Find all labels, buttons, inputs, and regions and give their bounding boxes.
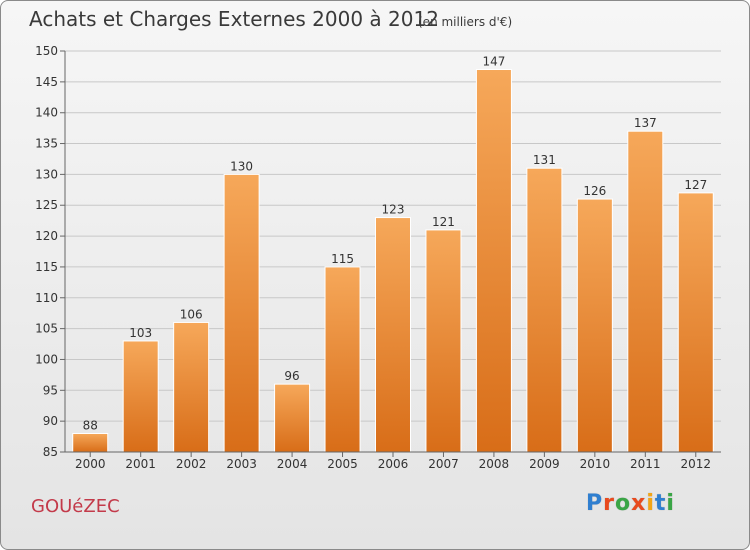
data-label: 147 — [482, 55, 505, 69]
bar — [72, 432, 109, 453]
labels: 85 90 95 100 105 110 115 120 125 130 135 140 145 150 8… — [35, 44, 711, 471]
bar — [223, 173, 260, 453]
x-tick-label: 2000 — [75, 457, 106, 471]
bar — [274, 383, 311, 453]
brand-letter: t — [654, 491, 667, 516]
data-label: 103 — [129, 326, 152, 340]
x-tick-label: 2006 — [378, 457, 409, 471]
x-tick-label: 2001 — [125, 457, 156, 471]
x-tick-label: 2002 — [176, 457, 207, 471]
bars — [72, 69, 714, 453]
x-tick-label: 2008 — [479, 457, 510, 471]
data-label: 121 — [432, 215, 455, 229]
data-label: 126 — [583, 184, 606, 198]
data-label: 127 — [684, 178, 707, 192]
brand-letter: i — [666, 491, 675, 516]
x-tick-label: 2010 — [580, 457, 611, 471]
brand-letter: r — [603, 491, 615, 516]
brand-letter: P — [586, 491, 604, 516]
brand-letter: x — [631, 491, 647, 516]
y-tick-label: 105 — [35, 322, 58, 336]
brand-letter: o — [614, 491, 632, 516]
bar — [677, 192, 714, 453]
y-tick-label: 145 — [35, 75, 58, 89]
brand-letter: i — [646, 491, 655, 516]
x-tick-label: 2005 — [327, 457, 358, 471]
x-tick-label: 2003 — [226, 457, 257, 471]
x-tick-label: 2012 — [680, 457, 711, 471]
chart-title: Achats et Charges Externes 2000 à 2012 — [29, 7, 439, 31]
chart-subtitle: (en milliers d'€) — [418, 15, 513, 29]
data-label: 115 — [331, 252, 354, 266]
data-label: 106 — [180, 307, 203, 321]
y-tick-label: 135 — [35, 137, 58, 151]
bar — [526, 167, 563, 453]
y-tick-label: 110 — [35, 291, 58, 305]
bar — [475, 69, 512, 453]
y-tick-label: 115 — [35, 260, 58, 274]
bar — [173, 321, 210, 453]
x-tick-label: 2004 — [277, 457, 308, 471]
data-label: 137 — [634, 116, 657, 130]
data-label: 88 — [83, 418, 98, 432]
y-tick-label: 85 — [43, 445, 58, 459]
x-tick-label: 2011 — [630, 457, 661, 471]
y-tick-label: 90 — [43, 414, 58, 428]
data-label: 131 — [533, 153, 556, 167]
data-label: 123 — [382, 203, 405, 217]
y-tick-label: 125 — [35, 198, 58, 212]
x-tick-label: 2007 — [428, 457, 459, 471]
x-tick-label: 2009 — [529, 457, 560, 471]
bar — [324, 266, 361, 453]
bar — [122, 340, 159, 453]
y-tick-label: 120 — [35, 229, 58, 243]
y-tick-label: 95 — [43, 383, 58, 397]
data-label: 130 — [230, 159, 253, 173]
bar — [375, 217, 411, 453]
y-tick-label: 100 — [35, 352, 58, 366]
bar — [627, 130, 664, 453]
y-tick-label: 130 — [35, 167, 58, 181]
town-name: GOUéZEC — [31, 496, 120, 517]
data-label: 96 — [284, 369, 299, 383]
bar — [425, 229, 462, 453]
axes — [60, 50, 721, 457]
bar — [576, 198, 613, 453]
y-tick-label: 140 — [35, 106, 58, 120]
y-tick-label: 150 — [35, 44, 58, 58]
proxiti-logo[interactable]: Proxiti — [586, 491, 675, 516]
